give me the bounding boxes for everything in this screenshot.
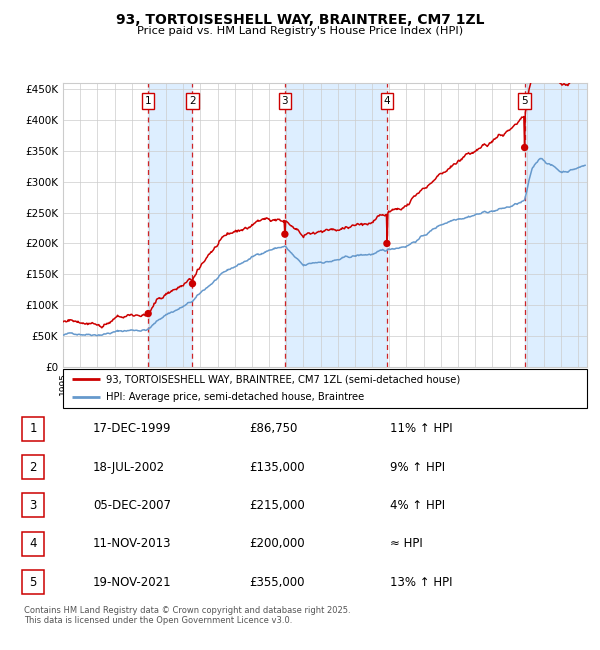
Text: 3: 3 (29, 499, 37, 512)
Text: 2: 2 (189, 96, 196, 106)
Text: 17-DEC-1999: 17-DEC-1999 (93, 422, 172, 436)
Text: 1: 1 (145, 96, 151, 106)
Text: £355,000: £355,000 (249, 576, 305, 589)
Text: 4: 4 (29, 537, 37, 550)
Text: 11% ↑ HPI: 11% ↑ HPI (390, 422, 452, 436)
Text: HPI: Average price, semi-detached house, Braintree: HPI: Average price, semi-detached house,… (106, 392, 364, 402)
Bar (285, 83, 387, 367)
Text: 05-DEC-2007: 05-DEC-2007 (93, 499, 171, 512)
FancyBboxPatch shape (22, 455, 44, 479)
Text: 4: 4 (383, 96, 390, 106)
Text: 1: 1 (29, 422, 37, 436)
Text: 5: 5 (29, 576, 37, 589)
Bar (524, 83, 587, 367)
FancyBboxPatch shape (63, 369, 587, 408)
Point (280, 229, 290, 239)
Text: £135,000: £135,000 (249, 460, 305, 473)
Text: 18-JUL-2002: 18-JUL-2002 (93, 460, 165, 473)
Text: £86,750: £86,750 (249, 422, 298, 436)
Point (520, 142, 529, 153)
Text: 11-NOV-2013: 11-NOV-2013 (93, 537, 172, 550)
FancyBboxPatch shape (22, 532, 44, 556)
Text: 4% ↑ HPI: 4% ↑ HPI (390, 499, 445, 512)
Text: 2: 2 (29, 460, 37, 473)
FancyBboxPatch shape (22, 570, 44, 594)
Text: 5: 5 (521, 96, 528, 106)
Text: £200,000: £200,000 (249, 537, 305, 550)
Point (382, 239, 392, 249)
Point (143, 308, 153, 318)
Text: £215,000: £215,000 (249, 499, 305, 512)
Text: 19-NOV-2021: 19-NOV-2021 (93, 576, 172, 589)
Text: 3: 3 (281, 96, 288, 106)
Text: 93, TORTOISESHELL WAY, BRAINTREE, CM7 1ZL: 93, TORTOISESHELL WAY, BRAINTREE, CM7 1Z… (116, 13, 484, 27)
Text: ≈ HPI: ≈ HPI (390, 537, 423, 550)
Point (188, 278, 197, 289)
Text: 13% ↑ HPI: 13% ↑ HPI (390, 576, 452, 589)
Text: Price paid vs. HM Land Registry's House Price Index (HPI): Price paid vs. HM Land Registry's House … (137, 26, 463, 36)
FancyBboxPatch shape (22, 493, 44, 517)
Text: Contains HM Land Registry data © Crown copyright and database right 2025.
This d: Contains HM Land Registry data © Crown c… (24, 606, 350, 625)
Text: 93, TORTOISESHELL WAY, BRAINTREE, CM7 1ZL (semi-detached house): 93, TORTOISESHELL WAY, BRAINTREE, CM7 1Z… (106, 374, 460, 384)
Text: 9% ↑ HPI: 9% ↑ HPI (390, 460, 445, 473)
Bar (148, 83, 193, 367)
FancyBboxPatch shape (22, 417, 44, 441)
